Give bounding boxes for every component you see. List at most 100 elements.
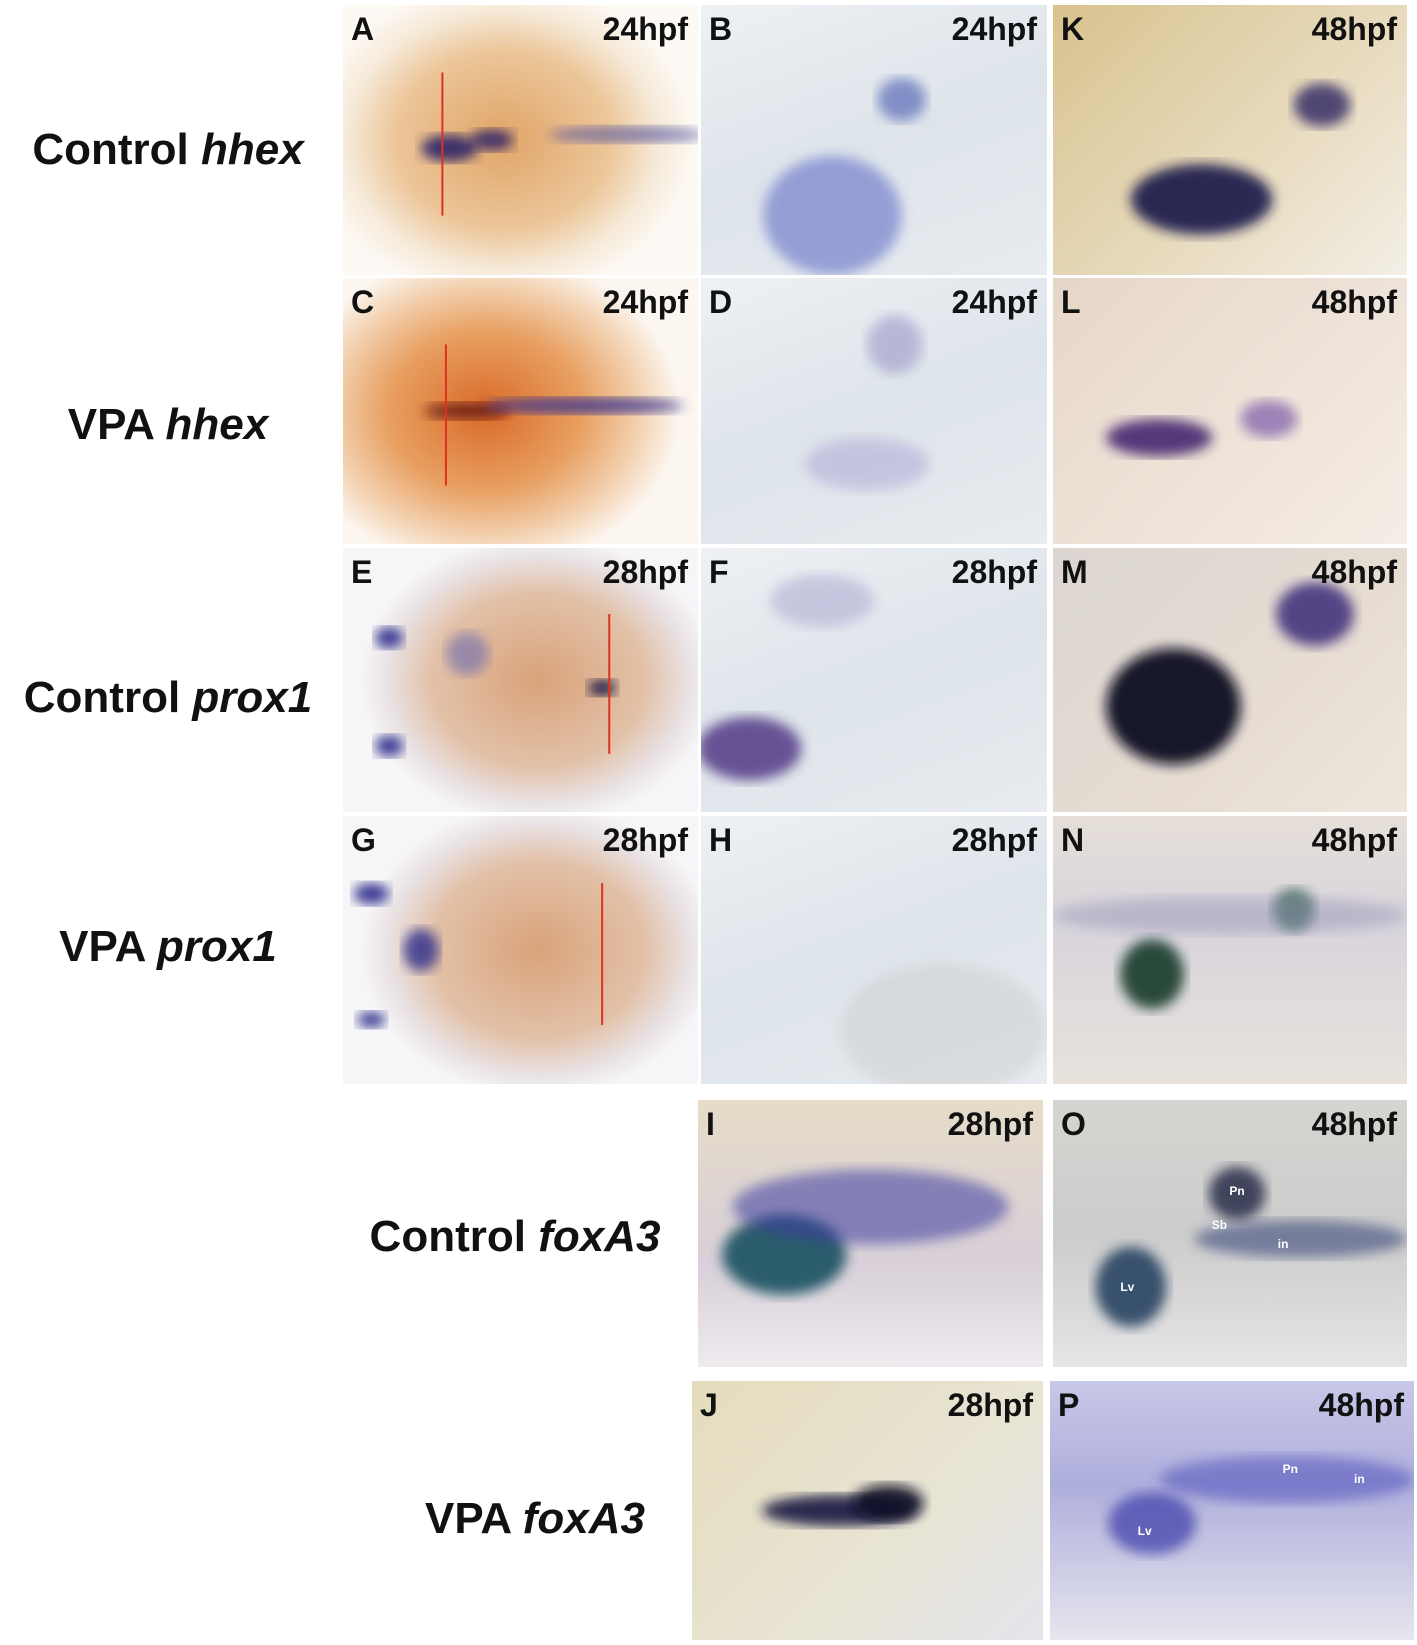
region-label: in xyxy=(1277,1237,1289,1252)
panel-stage: 24hpf xyxy=(951,11,1037,47)
stain xyxy=(1159,1456,1414,1503)
stain xyxy=(374,627,404,649)
row-condition: VPA xyxy=(424,1494,511,1543)
stain xyxy=(1108,1492,1196,1555)
micrograph-panel: O 48hpf Pn Sb in Lv xyxy=(1053,1100,1407,1367)
panel-stage: 28hpf xyxy=(951,554,1037,590)
micrograph-panel: K 48hpf xyxy=(1053,5,1407,275)
panel-letter: M xyxy=(1061,554,1088,590)
micrograph-panel: I 28hpf xyxy=(698,1100,1043,1367)
stain-layer xyxy=(424,344,684,486)
stain-layer xyxy=(353,883,604,1028)
row-condition: VPA xyxy=(67,400,154,449)
micrograph-panel: B 24hpf xyxy=(701,5,1047,275)
panel-letter: C xyxy=(351,284,375,320)
stain xyxy=(1053,896,1407,934)
row-label: VPA hhex xyxy=(68,400,269,450)
panel-stage: 28hpf xyxy=(947,1387,1033,1423)
stain xyxy=(548,126,698,143)
panel-stage: 48hpf xyxy=(1311,284,1397,320)
panel-stage: 28hpf xyxy=(602,554,688,590)
micrograph-panel: D 24hpf xyxy=(701,278,1047,544)
panel-stage: 24hpf xyxy=(951,284,1037,320)
row-condition: Control xyxy=(369,1212,526,1261)
row-condition: VPA xyxy=(59,922,145,971)
panel-stage: 24hpf xyxy=(602,11,688,47)
panel-letter: F xyxy=(709,554,729,590)
stain xyxy=(421,134,478,162)
stain-layer xyxy=(1130,83,1351,235)
micrograph-panel: L 48hpf xyxy=(1053,278,1407,544)
stain-layer xyxy=(1095,1166,1407,1327)
row-label: Control foxA3 xyxy=(370,1212,661,1262)
stain xyxy=(853,1484,924,1521)
panel-letter: P xyxy=(1058,1387,1080,1423)
stain xyxy=(470,129,514,151)
stain xyxy=(485,397,684,414)
row-label: Control hhex xyxy=(32,125,303,175)
row-label: VPA foxA3 xyxy=(425,1494,645,1544)
panel-stage: 28hpf xyxy=(602,822,688,858)
stain xyxy=(357,1011,386,1028)
micrograph-panel: A 24hpf xyxy=(343,5,698,275)
panel-stage: 48hpf xyxy=(1318,1387,1404,1423)
row-label: VPA prox1 xyxy=(59,922,277,972)
panel-letter: O xyxy=(1061,1106,1086,1142)
stain xyxy=(1120,939,1184,1009)
panel-letter: N xyxy=(1061,822,1085,858)
micrograph-panel: J 28hpf xyxy=(692,1381,1043,1640)
stain xyxy=(403,928,439,972)
region-label: Pn xyxy=(1282,1462,1298,1477)
row-gene: hhex xyxy=(165,400,269,449)
panel-letter: E xyxy=(351,554,373,590)
row-condition: Control xyxy=(32,125,189,174)
row-label: Control prox1 xyxy=(24,673,312,723)
stain xyxy=(770,574,874,628)
panel-stage: 48hpf xyxy=(1311,822,1397,858)
micrograph-panel: C 24hpf xyxy=(343,278,698,544)
micrograph-panel: E 28hpf xyxy=(343,548,698,812)
stain xyxy=(1095,1246,1167,1327)
stain xyxy=(374,735,404,757)
panel-stage: 28hpf xyxy=(947,1106,1033,1142)
stain xyxy=(867,315,923,374)
panel-stage: 48hpf xyxy=(1311,554,1397,590)
stain-layer xyxy=(701,574,874,781)
panel-letter: I xyxy=(706,1106,715,1142)
stain-layer xyxy=(1106,582,1354,765)
stain xyxy=(1276,582,1354,646)
row-condition: Control xyxy=(23,673,181,722)
stain xyxy=(353,883,390,905)
micrograph-panel: N 48hpf xyxy=(1053,816,1407,1084)
stain xyxy=(1194,1220,1407,1258)
micrograph-panel: F 28hpf xyxy=(701,548,1047,812)
region-label: Lv xyxy=(1120,1279,1135,1294)
stain-layer xyxy=(1106,400,1298,457)
micrograph-panel: G 28hpf xyxy=(343,816,698,1084)
panel-letter: B xyxy=(709,11,733,47)
panel-letter: D xyxy=(709,284,733,320)
panel-stage: 48hpf xyxy=(1311,1106,1397,1142)
panel-letter: L xyxy=(1061,284,1081,320)
micrograph-panel: M 48hpf xyxy=(1053,548,1407,812)
stain-layer xyxy=(722,1169,1009,1295)
row-gene: prox1 xyxy=(192,673,313,722)
panel-letter: K xyxy=(1061,11,1085,47)
panel-stage: 28hpf xyxy=(951,822,1037,858)
stain xyxy=(839,963,1047,1084)
region-label: Lv xyxy=(1137,1524,1152,1539)
stain xyxy=(1240,400,1298,438)
panel-stage: 48hpf xyxy=(1311,11,1397,47)
stain xyxy=(1106,418,1213,457)
stain xyxy=(1208,1166,1266,1221)
row-gene: hhex xyxy=(200,125,304,174)
stain-layer xyxy=(762,1484,924,1527)
region-label: Pn xyxy=(1229,1183,1245,1198)
micrograph-panel: P 48hpf Pn in Lv xyxy=(1050,1381,1414,1640)
stain xyxy=(701,716,802,781)
panel-letter: G xyxy=(351,822,376,858)
stain xyxy=(587,680,617,696)
row-gene: foxA3 xyxy=(522,1494,646,1543)
stain-layer xyxy=(804,315,930,491)
